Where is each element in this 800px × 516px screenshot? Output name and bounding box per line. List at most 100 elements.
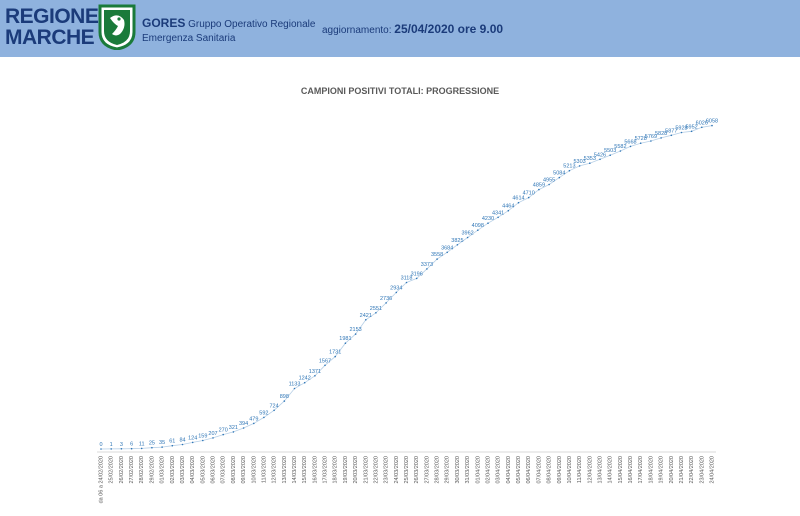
x-tick-label: 09/03/2020: [241, 456, 247, 484]
org-line2: Emergenza Sanitaria: [142, 33, 236, 44]
x-tick-label: 05/04/2020: [516, 456, 522, 484]
data-label: 4859: [533, 183, 545, 189]
x-tick-label: 15/04/2020: [618, 456, 624, 484]
x-tick-label: 18/04/2020: [648, 456, 654, 484]
data-point: [314, 375, 316, 377]
org-line1: Gruppo Operativo Regionale: [188, 19, 316, 30]
x-tick-label: 13/03/2020: [282, 456, 288, 484]
data-label: 5503: [604, 148, 616, 154]
x-tick-label: 20/03/2020: [353, 456, 359, 484]
x-tick-label: 16/03/2020: [312, 456, 318, 484]
data-label: 3558: [431, 252, 443, 258]
data-label: 1981: [339, 336, 351, 342]
data-point: [639, 142, 642, 144]
data-label: 11: [139, 441, 145, 447]
data-label: 207: [208, 431, 217, 437]
data-point: [110, 448, 112, 450]
data-point: [222, 433, 224, 436]
data-label: 3684: [441, 245, 453, 251]
data-point: [568, 169, 571, 172]
data-point: [415, 277, 418, 280]
x-tick-label: 23/04/2020: [699, 456, 705, 484]
x-tick-label: 03/03/2020: [180, 456, 186, 484]
data-label: 6026: [696, 120, 708, 126]
org-short: GORES: [142, 16, 186, 30]
data-label: 1133: [289, 382, 301, 388]
data-label: 6: [130, 442, 133, 448]
data-label: 0: [99, 442, 102, 448]
data-label: 5728: [635, 136, 647, 142]
data-label: 4464: [502, 204, 514, 210]
data-label: 2934: [390, 285, 402, 291]
data-point: [589, 162, 591, 164]
logo-line1: REGIONE: [5, 5, 99, 28]
data-label: 3118: [401, 276, 413, 282]
data-point: [202, 439, 204, 442]
data-label: 3196: [411, 271, 423, 277]
data-point: [680, 131, 683, 134]
data-label: 1731: [329, 350, 341, 356]
data-label: 3962: [461, 231, 473, 237]
data-point: [293, 387, 296, 390]
data-point: [151, 446, 153, 449]
data-point: [690, 130, 693, 133]
x-tick-label: 30/03/2020: [455, 456, 461, 484]
chart-title: CAMPIONI POSITIVI TOTALI: PROGRESSIONE: [300, 86, 500, 96]
data-label: 479: [249, 416, 258, 422]
x-tick-label: 29/02/2020: [149, 456, 155, 484]
data-point: [578, 165, 581, 167]
x-tick-label: 17/04/2020: [638, 456, 644, 484]
data-point: [344, 342, 347, 345]
x-tick-label: 27/02/2020: [129, 456, 135, 484]
x-tick-label: 06/03/2020: [211, 456, 217, 484]
data-label: 4230: [482, 216, 494, 222]
x-tick-label: 28/03/2020: [435, 456, 441, 484]
data-point: [456, 244, 459, 246]
x-tick-label: 24/03/2020: [394, 456, 400, 484]
data-point: [385, 302, 387, 304]
x-tick-label: 04/04/2020: [506, 456, 512, 484]
data-point: [477, 229, 479, 231]
update-info: aggiornamento: 25/04/2020 ore 9.00: [322, 22, 503, 36]
data-label: 5668: [624, 139, 636, 145]
x-tick-label: 10/04/2020: [567, 456, 573, 484]
x-tick-label: 26/02/2020: [119, 456, 125, 484]
data-point: [527, 196, 530, 199]
x-tick-label: 21/04/2020: [679, 456, 685, 484]
x-tick-label: 03/04/2020: [496, 456, 502, 484]
x-tick-label: 07/04/2020: [536, 456, 542, 484]
x-tick-label: 17/03/2020: [323, 456, 329, 484]
data-label: 4955: [543, 178, 555, 184]
data-label: 4098: [472, 223, 484, 229]
data-point: [701, 126, 703, 129]
x-tick-label: 25/03/2020: [404, 456, 410, 484]
x-tick-label: 18/03/2020: [333, 456, 339, 484]
data-label: 724: [270, 403, 279, 409]
data-point: [253, 422, 255, 425]
series-line: [100, 125, 713, 450]
update-value: 25/04/2020 ore 9.00: [394, 22, 504, 36]
x-tick-label: 14/04/2020: [608, 456, 614, 484]
data-label: 61: [169, 439, 175, 445]
data-label: 5769: [645, 134, 657, 140]
x-tick-label: 29/03/2020: [445, 456, 451, 484]
data-label: 2736: [380, 296, 392, 302]
data-label: 6058: [706, 119, 718, 125]
data-point: [212, 437, 214, 439]
x-tick-label: 11/03/2020: [261, 456, 267, 483]
data-point: [191, 441, 194, 444]
data-point: [405, 281, 408, 284]
x-tick-label: 16/04/2020: [628, 456, 634, 484]
data-label: 5213: [563, 164, 575, 170]
x-tick-label: 09/04/2020: [557, 456, 563, 484]
x-tick-label: 06/04/2020: [526, 456, 532, 484]
data-point: [538, 188, 540, 191]
data-point: [161, 446, 163, 448]
data-point: [232, 431, 235, 433]
data-point: [120, 448, 123, 450]
data-label: 25: [149, 441, 155, 447]
data-label: 2421: [360, 313, 372, 319]
x-tick-label: 01/03/2020: [160, 456, 166, 484]
data-point: [466, 236, 469, 239]
